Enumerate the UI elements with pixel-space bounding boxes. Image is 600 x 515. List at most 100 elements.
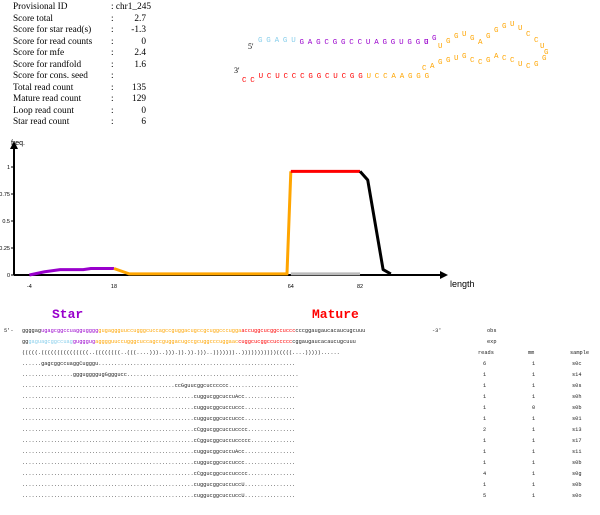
series-line <box>113 171 293 276</box>
nucleotide: A <box>391 73 396 81</box>
frequency-plot: freq. length 1 0.75 0.5 0.25 0 -4 18 64 82 <box>0 140 475 290</box>
nucleotide: C <box>349 39 354 47</box>
read-mismatch: 1 <box>532 372 536 378</box>
mature-label: Mature <box>312 307 359 322</box>
nucleotide: C <box>324 39 329 47</box>
x-axis-label: length <box>450 279 475 289</box>
nucleotide: U <box>510 21 515 29</box>
read-mismatch: 1 <box>532 383 536 389</box>
nucleotide: G <box>446 38 451 46</box>
nucleotide: A <box>478 39 483 47</box>
stats-key: Score for read counts <box>13 36 93 47</box>
read-mismatch: 1 <box>532 493 536 499</box>
stats-colon: : <box>111 59 114 70</box>
nucleotide: G <box>534 61 539 69</box>
read-mismatch: 1 <box>532 427 536 433</box>
stats-value: 0 <box>141 105 146 116</box>
nucleotide: G <box>341 39 346 47</box>
read-sequence: ........................................… <box>22 493 296 499</box>
x-tick-label: 64 <box>288 284 294 290</box>
y-tick-label: 0.75 <box>0 192 10 198</box>
nucleotide: C <box>242 77 247 85</box>
nucleotide: U <box>438 43 443 51</box>
nucleotide: C <box>526 31 531 39</box>
nucleotide: G <box>425 73 430 81</box>
nucleotide: G <box>350 73 355 81</box>
sequence-segment: gaguagcggccuag <box>28 339 73 345</box>
five-prime-label: 5' <box>248 42 254 51</box>
series-line <box>358 170 392 276</box>
star-label: Star <box>52 307 84 322</box>
stats-value: -1.3 <box>131 25 146 35</box>
stats-key: Score for randfold <box>13 59 82 70</box>
sequence-segment: agggguuccugggcuccagccguggacugccgcuggcccu… <box>95 339 239 345</box>
nucleotide: C <box>358 39 363 47</box>
nucleotide: U <box>275 73 280 81</box>
nucleotide: U <box>291 37 296 45</box>
stats-value: 129 <box>132 94 146 104</box>
nucleotide: C <box>510 57 515 65</box>
read-mismatch: 1 <box>532 482 536 488</box>
nucleotide: G <box>416 39 421 47</box>
read-sequence: ........................................… <box>22 405 296 411</box>
nucleotide: G <box>283 37 288 45</box>
read-alignment: 5'- ggggagugagcggccuaggugggggugaggguuccu… <box>0 305 600 515</box>
read-sample: s0o <box>572 493 582 499</box>
nucleotide: C <box>250 77 255 85</box>
stats-key: Total read count <box>13 82 74 93</box>
read-sequence: ................ggguggggugGgggucc.......… <box>22 372 299 378</box>
read-count: 4 <box>483 471 487 477</box>
three-prime-label: 3' <box>234 66 240 75</box>
read-sequence: ........................................… <box>22 438 296 444</box>
nucleotide: G <box>486 57 491 65</box>
read-count: 1 <box>483 372 487 378</box>
nucleotide: A <box>275 37 280 45</box>
nucleotide: G <box>333 39 338 47</box>
x-tick-label: -4 <box>27 284 32 290</box>
exp-sequence: gggaguagcggccuaggugggugagggguuccugggcucc… <box>22 339 356 345</box>
stats-colon: : <box>111 25 114 35</box>
read-count: 1 <box>483 416 487 422</box>
read-count: 1 <box>483 383 487 389</box>
read-count: 1 <box>483 449 487 455</box>
nucleotide: C <box>292 73 297 81</box>
sequence-segment: ggggag <box>22 328 42 334</box>
nucleotide: U <box>259 73 264 81</box>
read-count: 5 <box>483 493 487 499</box>
nucleotide: G <box>494 27 499 35</box>
nucleotide: U <box>367 73 372 81</box>
x-tick-label: 82 <box>357 284 363 290</box>
y-tick-label: 1 <box>7 165 10 171</box>
stats-colon: : <box>111 36 114 47</box>
nucleotide: G <box>258 37 263 45</box>
read-sequence: ........................................… <box>22 383 299 389</box>
reads-header: reads <box>478 350 494 356</box>
nucleotide: G <box>432 35 437 43</box>
nucleotide: C <box>526 63 531 71</box>
exp-header: exp <box>487 339 497 345</box>
stats-value: 2.7 <box>134 13 146 24</box>
nucleotide: U <box>366 39 371 47</box>
nucleotide: G <box>391 39 396 47</box>
read-mismatch: 1 <box>532 361 536 367</box>
stats-key: Provisional ID <box>13 2 68 12</box>
y-axis-arrow <box>10 141 18 149</box>
nucleotide: U <box>454 55 459 63</box>
nucleotide: C <box>375 73 380 81</box>
stats-value: 2.4 <box>134 48 146 58</box>
nucleotide: C <box>342 73 347 81</box>
obs-sequence: ggggagugagcggccuaggugggggugaggguuccugggc… <box>22 328 365 334</box>
stats-value: 0 <box>141 36 146 47</box>
stats-colon: : <box>111 13 114 24</box>
read-mismatch: 1 <box>532 460 536 466</box>
y-axis-label: freq. <box>11 140 25 147</box>
read-count: 1 <box>483 405 487 411</box>
y-tick-label: 0.25 <box>0 246 10 252</box>
read-sequence: ........................................… <box>22 449 296 455</box>
stats-colon: : <box>111 82 114 93</box>
read-sequence: ........................................… <box>22 482 296 488</box>
dot-bracket-structure: (((((.(((((((((((((((..((((((((..(((....… <box>22 350 340 356</box>
read-sample: s0c <box>572 361 582 367</box>
x-tick-label: 18 <box>111 284 117 290</box>
nucleotide: G <box>486 33 491 41</box>
